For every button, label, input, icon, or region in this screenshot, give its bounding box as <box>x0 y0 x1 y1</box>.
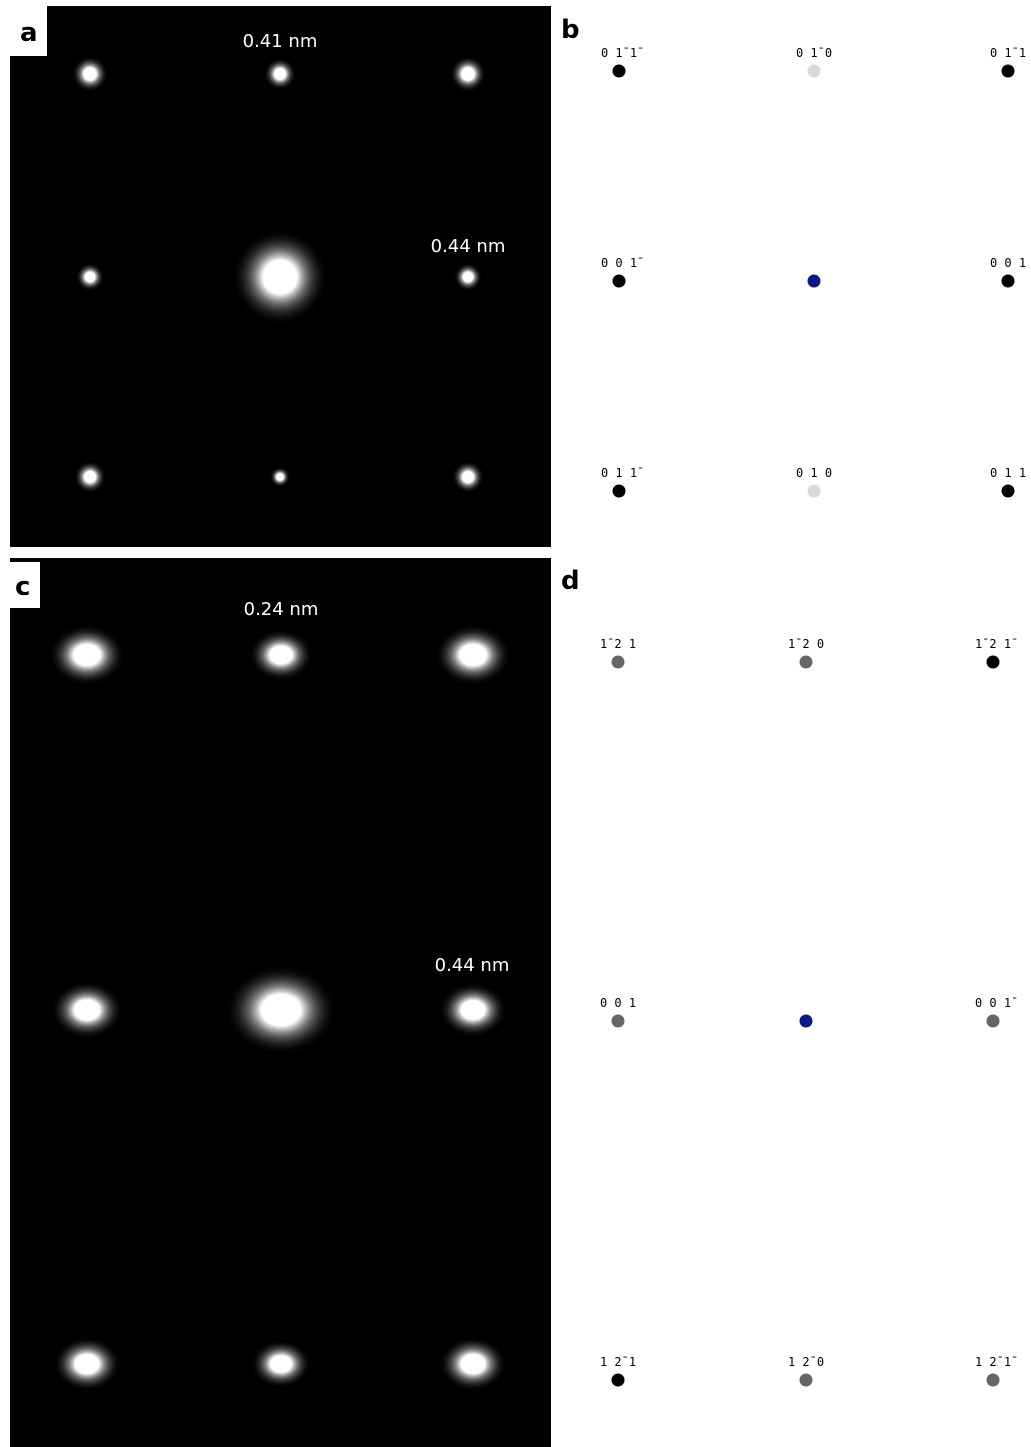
simulated-spot <box>613 485 626 498</box>
miller-index: 1 2̄ 1 <box>600 1355 636 1369</box>
diffraction-spot <box>439 983 507 1037</box>
simulated-spot <box>987 656 1000 669</box>
simulated-spot <box>987 1374 1000 1387</box>
simulated-spot <box>987 1015 1000 1028</box>
miller-index: 0 0 1̄ <box>601 256 643 270</box>
figure: a b c d 0.41 nm 0.44 nm 0.24 nm 0.44 nm … <box>0 0 1031 1447</box>
panel-label: d <box>561 566 580 596</box>
miller-index: 0 0 1 <box>600 996 636 1010</box>
simulated-spot <box>1002 275 1015 288</box>
diffraction-spot <box>270 467 290 487</box>
d-spacing: 0.44 nm <box>431 236 506 257</box>
miller-index: 0 1̄ 1 <box>990 46 1026 60</box>
diffraction-spot <box>51 981 123 1039</box>
diffraction-spot <box>74 461 106 493</box>
simulated-spot <box>612 1374 625 1387</box>
miller-index: 0 1 1 <box>990 466 1026 480</box>
diffraction-spot <box>435 625 511 686</box>
diffraction-spot <box>76 263 104 291</box>
diffraction-spot <box>249 629 313 680</box>
simulated-spot <box>612 656 625 669</box>
simulated-spot <box>800 656 813 669</box>
simulated-spot <box>613 275 626 288</box>
simulated-spot <box>800 1374 813 1387</box>
panel-label: b <box>561 15 580 45</box>
simulated-spot <box>612 1015 625 1028</box>
simulated-spot <box>1002 485 1015 498</box>
d-spacing: 0.24 nm <box>244 599 319 620</box>
diffraction-spot <box>452 461 484 493</box>
d-spacing: 0.41 nm <box>243 31 318 52</box>
diffraction-spot <box>225 965 337 1055</box>
miller-index: 0 1̄ 0 <box>796 46 832 60</box>
miller-index: 1̄ 2 1 <box>600 637 636 651</box>
diffraction-spot <box>454 263 482 291</box>
miller-index: 1 2̄ 0 <box>788 1355 824 1369</box>
diffraction-spot <box>232 229 328 325</box>
panel-label: c <box>15 572 30 602</box>
miller-index: 0 0 1̄ <box>975 996 1017 1010</box>
diffraction-spot <box>450 56 486 92</box>
miller-index: 0 1 0 <box>796 466 832 480</box>
simulated-spot <box>1002 65 1015 78</box>
miller-index: 1 2̄ 1̄ <box>975 1355 1017 1369</box>
miller-index: 1̄ 2 0 <box>788 637 824 651</box>
miller-index: 0 0 1 <box>990 256 1026 270</box>
diffraction-spot <box>439 1337 507 1391</box>
diffraction-spot <box>264 58 296 90</box>
simulated-spot <box>808 485 821 498</box>
panel-label: a <box>20 18 38 48</box>
simulated-spot <box>800 1015 813 1028</box>
diffraction-spot <box>53 1337 121 1391</box>
diffraction-spot <box>251 1340 311 1388</box>
simulated-spot <box>808 275 821 288</box>
miller-index: 0 1 1̄ <box>601 466 643 480</box>
d-spacing: 0.44 nm <box>435 955 510 976</box>
diffraction-spot <box>49 625 125 686</box>
diffraction-spot <box>72 56 108 92</box>
miller-index: 1̄ 2 1̄ <box>975 637 1017 651</box>
miller-index: 0 1̄ 1̄ <box>601 46 643 60</box>
simulated-spot <box>613 65 626 78</box>
simulated-spot <box>808 65 821 78</box>
